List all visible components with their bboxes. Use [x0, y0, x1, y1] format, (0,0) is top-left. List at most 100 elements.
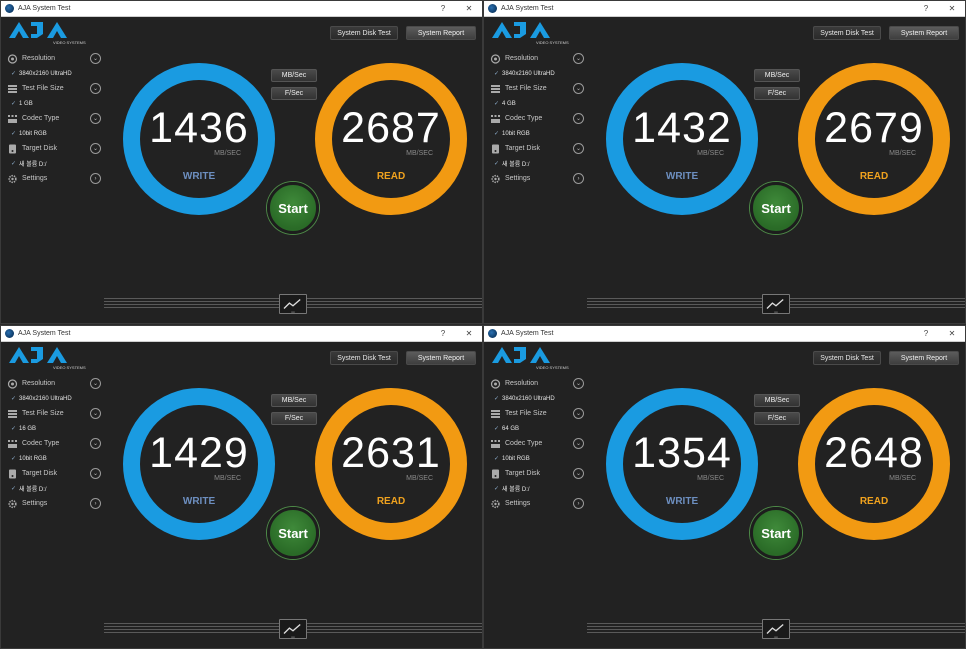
fsec-toggle[interactable]: F/Sec [754, 412, 800, 425]
chevron-down-icon[interactable]: ⌄ [90, 143, 101, 154]
sidebar-item-codec[interactable]: Codec Type ⌄ [490, 436, 584, 451]
sidebar-item-codec[interactable]: Codec Type ⌄ [490, 111, 584, 126]
resolution-value: ✓ 3840x2160 UltraHD [11, 70, 72, 78]
sidebar-item-codec[interactable]: Codec Type ⌄ [7, 436, 101, 451]
graph-toggle-button[interactable] [279, 294, 307, 314]
chevron-down-icon[interactable]: ⌄ [573, 143, 584, 154]
file-size-label: Test File Size [505, 410, 547, 417]
sidebar-item-settings[interactable]: Settings › [7, 496, 101, 511]
start-button[interactable]: Start [750, 182, 802, 234]
mbsec-toggle[interactable]: MB/Sec [754, 394, 800, 407]
help-button[interactable]: ? [440, 329, 446, 338]
resolution-value: ✓ 3840x2160 UltraHD [11, 395, 72, 403]
close-button[interactable]: ✕ [948, 4, 956, 13]
sidebar-item-resolution[interactable]: Resolution ⌄ [7, 51, 101, 66]
sidebar-item-target-disk[interactable]: Target Disk ⌄ [7, 141, 101, 156]
system-disk-test-button[interactable]: System Disk Test [813, 351, 881, 365]
read-gauge: 2648 MB/SEC READ [798, 388, 950, 540]
chevron-down-icon[interactable]: ⌄ [90, 438, 101, 449]
sidebar-item-settings[interactable]: Settings › [490, 496, 584, 511]
system-report-button[interactable]: System Report [889, 351, 959, 365]
close-button[interactable]: ✕ [948, 329, 956, 338]
chevron-down-icon[interactable]: ⌄ [90, 113, 101, 124]
write-value: 1436 [149, 104, 249, 152]
sidebar-item-file-size[interactable]: Test File Size ⌄ [7, 81, 101, 96]
write-label: WRITE [665, 496, 699, 507]
chevron-down-icon[interactable]: ⌄ [573, 468, 584, 479]
graph-toggle-button[interactable] [762, 619, 790, 639]
chevron-down-icon[interactable]: ⌄ [90, 53, 101, 64]
chevron-down-icon[interactable]: ⌄ [573, 53, 584, 64]
help-button[interactable]: ? [923, 4, 929, 13]
chevron-down-icon[interactable]: ⌄ [90, 408, 101, 419]
write-unit: MB/SEC [697, 150, 724, 157]
sidebar-item-settings[interactable]: Settings › [7, 171, 101, 186]
start-button[interactable]: Start [267, 507, 319, 559]
close-button[interactable]: ✕ [465, 329, 473, 338]
chevron-right-icon[interactable]: › [90, 173, 101, 184]
sidebar-item-file-size[interactable]: Test File Size ⌄ [7, 406, 101, 421]
sidebar-item-resolution[interactable]: Resolution ⌄ [7, 376, 101, 391]
sidebar-item-file-size[interactable]: Test File Size ⌄ [490, 406, 584, 421]
sidebar-item-target-disk[interactable]: Target Disk ⌄ [490, 466, 584, 481]
sidebar-item-target-disk[interactable]: Target Disk ⌄ [490, 141, 584, 156]
help-button[interactable]: ? [923, 329, 929, 338]
chevron-down-icon[interactable]: ⌄ [573, 378, 584, 389]
settings-label: Settings [22, 175, 48, 182]
read-value: 2631 [341, 429, 441, 477]
graph-toggle-button[interactable] [762, 294, 790, 314]
chevron-down-icon[interactable]: ⌄ [90, 83, 101, 94]
codec-label: Codec Type [22, 115, 60, 122]
disk-icon [492, 144, 499, 153]
aja-app-icon [5, 4, 14, 13]
gear-icon [8, 499, 17, 508]
mbsec-toggle[interactable]: MB/Sec [271, 394, 317, 407]
sidebar: Resolution ⌄ ✓ 3840x2160 UltraHD Test Fil… [7, 51, 101, 186]
chevron-down-icon[interactable]: ⌄ [573, 438, 584, 449]
logo-subtitle: VIDEO SYSTEMS [53, 40, 86, 45]
sidebar-item-file-size[interactable]: Test File Size ⌄ [490, 81, 584, 96]
chevron-down-icon[interactable]: ⌄ [573, 83, 584, 94]
mbsec-toggle[interactable]: MB/Sec [754, 69, 800, 82]
file-stack-icon [8, 84, 17, 93]
line-chart-icon [283, 298, 301, 313]
help-button[interactable]: ? [440, 4, 446, 13]
write-value: 1432 [632, 104, 732, 152]
fsec-toggle[interactable]: F/Sec [271, 412, 317, 425]
chevron-down-icon[interactable]: ⌄ [90, 468, 101, 479]
start-button[interactable]: Start [750, 507, 802, 559]
write-unit: MB/SEC [214, 150, 241, 157]
settings-label: Settings [22, 500, 48, 507]
sidebar-item-codec[interactable]: Codec Type ⌄ [7, 111, 101, 126]
fsec-toggle[interactable]: F/Sec [754, 87, 800, 100]
chevron-down-icon[interactable]: ⌄ [573, 113, 584, 124]
chevron-right-icon[interactable]: › [573, 173, 584, 184]
codec-label: Codec Type [505, 115, 543, 122]
write-unit: MB/SEC [214, 475, 241, 482]
sidebar-item-target-disk[interactable]: Target Disk ⌄ [7, 466, 101, 481]
sidebar-item-settings[interactable]: Settings › [490, 171, 584, 186]
system-disk-test-button[interactable]: System Disk Test [813, 26, 881, 40]
read-value: 2648 [824, 429, 924, 477]
title-bar: AJA System Test ? ✕ [484, 1, 965, 17]
close-button[interactable]: ✕ [465, 4, 473, 13]
system-report-button[interactable]: System Report [406, 351, 476, 365]
system-report-button[interactable]: System Report [889, 26, 959, 40]
sidebar-item-resolution[interactable]: Resolution ⌄ [490, 376, 584, 391]
system-disk-test-button[interactable]: System Disk Test [330, 351, 398, 365]
file-stack-icon [491, 409, 500, 418]
codec-grid-icon [491, 114, 500, 123]
chevron-down-icon[interactable]: ⌄ [90, 378, 101, 389]
disk-icon [9, 469, 16, 478]
chevron-down-icon[interactable]: ⌄ [573, 408, 584, 419]
start-button[interactable]: Start [267, 182, 319, 234]
system-disk-test-button[interactable]: System Disk Test [330, 26, 398, 40]
fsec-toggle[interactable]: F/Sec [271, 87, 317, 100]
file-size-label: Test File Size [505, 85, 547, 92]
chevron-right-icon[interactable]: › [90, 498, 101, 509]
mbsec-toggle[interactable]: MB/Sec [271, 69, 317, 82]
sidebar-item-resolution[interactable]: Resolution ⌄ [490, 51, 584, 66]
chevron-right-icon[interactable]: › [573, 498, 584, 509]
graph-toggle-button[interactable] [279, 619, 307, 639]
system-report-button[interactable]: System Report [406, 26, 476, 40]
